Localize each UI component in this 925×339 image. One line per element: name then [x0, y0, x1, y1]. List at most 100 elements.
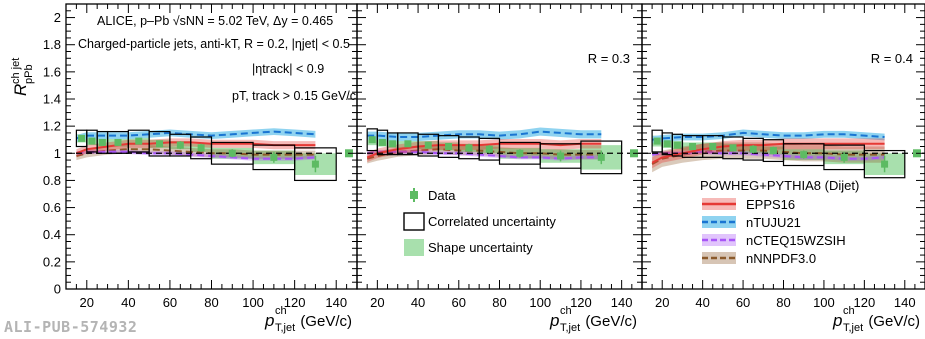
y-tick-label: 0.2	[43, 254, 61, 269]
panel-1: 20 40 60 80 100 120 140 0 0.2 0.4 0.6 0.8 1 1.2 1.4 1.6…	[43, 3, 358, 334]
data-point	[749, 145, 757, 153]
y-tick-label: 0	[54, 282, 61, 297]
x-tick-label: 80	[492, 295, 506, 310]
legend-right: POWHEG+PYTHIA8 (Dijet) EPPS16 nTUJU21 nC…	[700, 178, 859, 266]
data-point	[368, 136, 376, 144]
legend-ntuju21-swatch	[702, 216, 736, 228]
correlated-uncertainty-box	[294, 147, 337, 182]
x-tick-label: 120	[570, 295, 592, 310]
r-label: R = 0.3	[588, 51, 630, 66]
y-axis-label-main: R	[11, 84, 30, 96]
x-tick-label: 20	[80, 295, 94, 310]
y-axis-label: R ch jet pPb	[10, 58, 35, 96]
x-axis-title-sub: T,jet	[275, 322, 295, 334]
x-tick-label: 120	[284, 295, 306, 310]
curve-ntuju21	[367, 130, 602, 138]
data-point	[769, 147, 777, 155]
x-tick-label: 140	[611, 295, 633, 310]
data-point	[445, 143, 453, 150]
data-point	[197, 144, 205, 152]
legend-nnnpdf-label: nNNPDF3.0	[746, 251, 816, 266]
y-axis-label-sub: pPb	[23, 64, 35, 84]
legend-epps16-label: EPPS16	[746, 197, 795, 212]
data-point	[88, 137, 96, 145]
x-tick-label: 140	[894, 295, 916, 310]
x-axis-title: p ch T,jet (GeV/c)	[832, 305, 920, 334]
panel-3: 20 40 60 80 100 120 140 R = 0.4 p ch T,jet (GeV/c)	[641, 3, 925, 334]
curve-ntuju21	[651, 131, 885, 141]
panels-layer: 20 40 60 80 100 120 140 0 0.2 0.4 0.6 0.8 1 1.2 1.4 1.6…	[43, 3, 925, 334]
band-ntuju21	[367, 127, 602, 142]
publication-id: ALI-PUB-574932	[4, 318, 138, 336]
y-tick-label: 1.8	[43, 37, 61, 52]
x-axis-title: p ch T,jet (GeV/c)	[264, 305, 352, 334]
y-tick-label: 2	[54, 10, 61, 25]
data-point	[98, 138, 106, 146]
data-point	[597, 153, 605, 161]
legend-ncteq-label: nCTEQ15WZSIH	[746, 233, 846, 248]
data-point	[689, 143, 697, 150]
data-point	[653, 137, 661, 145]
legend-shape-label: Shape uncertainty	[428, 240, 533, 255]
x-axis-title-unit: (GeV/c)	[868, 313, 920, 330]
data-point	[424, 141, 432, 149]
data-point	[156, 140, 164, 148]
annotation-eta-track: |ηtrack| < 0.9	[252, 62, 324, 76]
data-point	[465, 144, 473, 152]
data-point	[840, 153, 848, 161]
x-axis-title-sup: ch	[560, 305, 572, 317]
r-label: R = 0.4	[871, 51, 913, 66]
legend-epps16-swatch	[702, 198, 736, 210]
data-point	[176, 141, 184, 149]
legend-left: Data Correlated uncertainty Shape uncert…	[403, 188, 556, 256]
x-tick-label: 60	[736, 295, 750, 310]
data-point	[114, 138, 122, 146]
y-tick-label: 0.4	[43, 227, 61, 242]
y-tick-label: 0.6	[43, 200, 61, 215]
legend-correlated-box	[403, 212, 425, 231]
x-tick-label: 40	[411, 295, 425, 310]
x-axis-title-p: p	[264, 311, 274, 330]
x-tick-label: 40	[121, 295, 135, 310]
legend-nnnpdf-swatch	[702, 252, 736, 264]
annotation-collision: ALICE, p–Pb √sNN = 5.02 TeV, Δy = 0.465	[97, 14, 333, 28]
y-tick-label: 1.4	[43, 92, 61, 107]
correlated-uncertainty-box	[863, 149, 906, 179]
x-tick-label: 60	[163, 295, 177, 310]
data-point	[135, 137, 143, 145]
y-tick-label: 1.2	[43, 119, 61, 134]
x-axis-title-sub: T,jet	[843, 322, 863, 334]
x-axis-title-unit: (GeV/c)	[300, 313, 352, 330]
correlated-uncertainty-box	[580, 140, 623, 175]
data-point	[800, 151, 808, 159]
data-point	[709, 143, 717, 150]
x-tick-label: 140	[325, 295, 347, 310]
x-tick-label: 40	[695, 295, 709, 310]
x-tick-label: 100	[242, 295, 264, 310]
legend-model-title: POWHEG+PYTHIA8 (Dijet)	[700, 178, 859, 193]
data-point	[228, 149, 236, 157]
x-axis-title-sup: ch	[275, 305, 287, 317]
y-tick-label: 1.6	[43, 64, 61, 79]
legend-shape-box	[404, 239, 424, 256]
y-tick-label: 0.8	[43, 173, 61, 188]
data-point	[557, 152, 565, 160]
band-ntuju21	[652, 129, 885, 144]
panel-2: 20 40 60 80 100 120 140 R = 0.3 p ch T,jet (GeV/c)	[356, 3, 643, 334]
legend-ntuju21-label: nTUJU21	[746, 215, 801, 230]
x-tick-label: 80	[776, 295, 790, 310]
x-tick-label: 60	[452, 295, 466, 310]
annotation-pt-track: pT, track > 0.15 GeV/c	[232, 89, 356, 103]
x-axis-title: p ch T,jet (GeV/c)	[549, 305, 637, 334]
data-point	[311, 160, 319, 168]
legend-data-marker	[410, 188, 418, 202]
data-point	[78, 134, 86, 142]
data-point	[516, 149, 524, 157]
x-tick-label: 100	[813, 295, 835, 310]
legend-correlated-label: Correlated uncertainty	[428, 214, 556, 229]
x-axis-title-p: p	[549, 311, 559, 330]
data-point	[673, 141, 681, 149]
data-point	[378, 138, 386, 146]
data-point	[729, 144, 737, 152]
